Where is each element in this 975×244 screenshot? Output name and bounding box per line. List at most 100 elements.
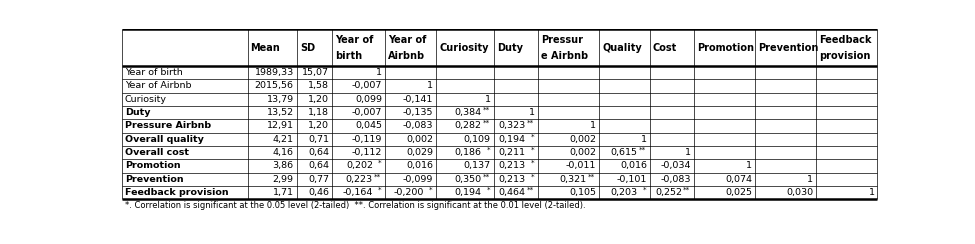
- Text: Airbnb: Airbnb: [388, 51, 425, 61]
- Text: *: *: [377, 187, 381, 193]
- Text: 1,58: 1,58: [308, 81, 330, 91]
- Text: 3,86: 3,86: [273, 162, 293, 171]
- Text: *: *: [487, 147, 490, 153]
- Text: 2015,56: 2015,56: [254, 81, 293, 91]
- Text: 0,323: 0,323: [498, 122, 526, 131]
- Text: -0,034: -0,034: [661, 162, 691, 171]
- Text: -0,099: -0,099: [403, 175, 433, 184]
- Text: 13,52: 13,52: [266, 108, 293, 117]
- Text: Curiosity: Curiosity: [125, 95, 167, 104]
- Text: 0,025: 0,025: [725, 188, 753, 197]
- Text: 0,223: 0,223: [346, 175, 373, 184]
- Text: -0,011: -0,011: [566, 162, 596, 171]
- Text: 0,64: 0,64: [308, 162, 330, 171]
- Text: -0,141: -0,141: [403, 95, 433, 104]
- Text: -0,200: -0,200: [394, 188, 424, 197]
- Text: -0,083: -0,083: [403, 122, 433, 131]
- Text: Feedback: Feedback: [819, 35, 872, 45]
- Text: 2,99: 2,99: [273, 175, 293, 184]
- Text: 0,105: 0,105: [569, 188, 596, 197]
- Text: 0,71: 0,71: [308, 135, 330, 144]
- Text: 0,64: 0,64: [308, 148, 330, 157]
- Text: SD: SD: [299, 43, 315, 53]
- Text: 0,350: 0,350: [454, 175, 482, 184]
- Text: 0,099: 0,099: [355, 95, 382, 104]
- Text: 0,194: 0,194: [454, 188, 482, 197]
- Text: -0,083: -0,083: [661, 175, 691, 184]
- Text: 0,321: 0,321: [560, 175, 587, 184]
- Text: Cost: Cost: [653, 43, 678, 53]
- Text: 0,282: 0,282: [454, 122, 482, 131]
- Text: Year of: Year of: [388, 35, 426, 45]
- Text: *: *: [530, 147, 534, 153]
- Text: 12,91: 12,91: [267, 122, 293, 131]
- Text: 0,002: 0,002: [569, 135, 596, 144]
- Text: *: *: [530, 160, 534, 166]
- Text: 0,029: 0,029: [406, 148, 433, 157]
- Text: 0,203: 0,203: [610, 188, 638, 197]
- Text: Feedback provision: Feedback provision: [125, 188, 228, 197]
- Text: 1: 1: [685, 148, 691, 157]
- Text: **: **: [639, 147, 646, 153]
- Text: *: *: [530, 173, 534, 179]
- Text: Year of: Year of: [335, 35, 373, 45]
- Text: **: **: [483, 107, 490, 113]
- Text: 0,384: 0,384: [454, 108, 482, 117]
- Text: 1: 1: [869, 188, 875, 197]
- Text: 0,194: 0,194: [499, 135, 526, 144]
- Text: 0,016: 0,016: [406, 162, 433, 171]
- Text: *. Correlation is significant at the 0.05 level (2-tailed)  **. Correlation is s: *. Correlation is significant at the 0.0…: [125, 201, 586, 210]
- Text: 0,109: 0,109: [464, 135, 490, 144]
- Text: *: *: [487, 187, 490, 193]
- Text: 0,615: 0,615: [611, 148, 638, 157]
- Text: **: **: [483, 173, 490, 179]
- Text: 4,21: 4,21: [273, 135, 293, 144]
- Text: -0,007: -0,007: [352, 108, 382, 117]
- Text: 0,211: 0,211: [499, 148, 526, 157]
- Text: Overall quality: Overall quality: [125, 135, 204, 144]
- Text: Prevention: Prevention: [125, 175, 183, 184]
- Text: Promotion: Promotion: [697, 43, 754, 53]
- Text: 0,002: 0,002: [569, 148, 596, 157]
- Text: 0,213: 0,213: [498, 162, 526, 171]
- Text: 1989,33: 1989,33: [254, 68, 293, 77]
- Text: Prevention: Prevention: [759, 43, 819, 53]
- Text: -0,119: -0,119: [352, 135, 382, 144]
- Text: 0,137: 0,137: [463, 162, 490, 171]
- Text: Duty: Duty: [125, 108, 150, 117]
- Text: 0,46: 0,46: [308, 188, 330, 197]
- Text: 1: 1: [641, 135, 647, 144]
- Text: Year of Airbnb: Year of Airbnb: [125, 81, 191, 91]
- Text: 0,464: 0,464: [499, 188, 526, 197]
- Text: 15,07: 15,07: [302, 68, 330, 77]
- Text: -0,101: -0,101: [616, 175, 647, 184]
- Text: Pressure Airbnb: Pressure Airbnb: [125, 122, 211, 131]
- Text: 0,77: 0,77: [308, 175, 330, 184]
- Text: **: **: [374, 173, 381, 179]
- Text: Overall cost: Overall cost: [125, 148, 189, 157]
- Text: *: *: [429, 187, 432, 193]
- Text: 0,186: 0,186: [454, 148, 482, 157]
- Text: 1,71: 1,71: [273, 188, 293, 197]
- Text: **: **: [683, 187, 690, 193]
- Text: **: **: [588, 173, 596, 179]
- Text: 4,16: 4,16: [273, 148, 293, 157]
- Text: Mean: Mean: [251, 43, 280, 53]
- Text: 0,074: 0,074: [725, 175, 753, 184]
- Text: 1,20: 1,20: [308, 122, 330, 131]
- Text: birth: birth: [335, 51, 363, 61]
- Text: *: *: [377, 160, 381, 166]
- Text: 1: 1: [427, 81, 433, 91]
- Text: **: **: [526, 120, 534, 126]
- Text: 13,79: 13,79: [266, 95, 293, 104]
- Text: -0,007: -0,007: [352, 81, 382, 91]
- Text: 0,045: 0,045: [355, 122, 382, 131]
- Text: 1,18: 1,18: [308, 108, 330, 117]
- Text: **: **: [483, 120, 490, 126]
- Text: 1: 1: [807, 175, 813, 184]
- Text: 1: 1: [528, 108, 535, 117]
- Text: Curiosity: Curiosity: [439, 43, 488, 53]
- Text: e Airbnb: e Airbnb: [541, 51, 588, 61]
- Text: 1,20: 1,20: [308, 95, 330, 104]
- Text: provision: provision: [819, 51, 871, 61]
